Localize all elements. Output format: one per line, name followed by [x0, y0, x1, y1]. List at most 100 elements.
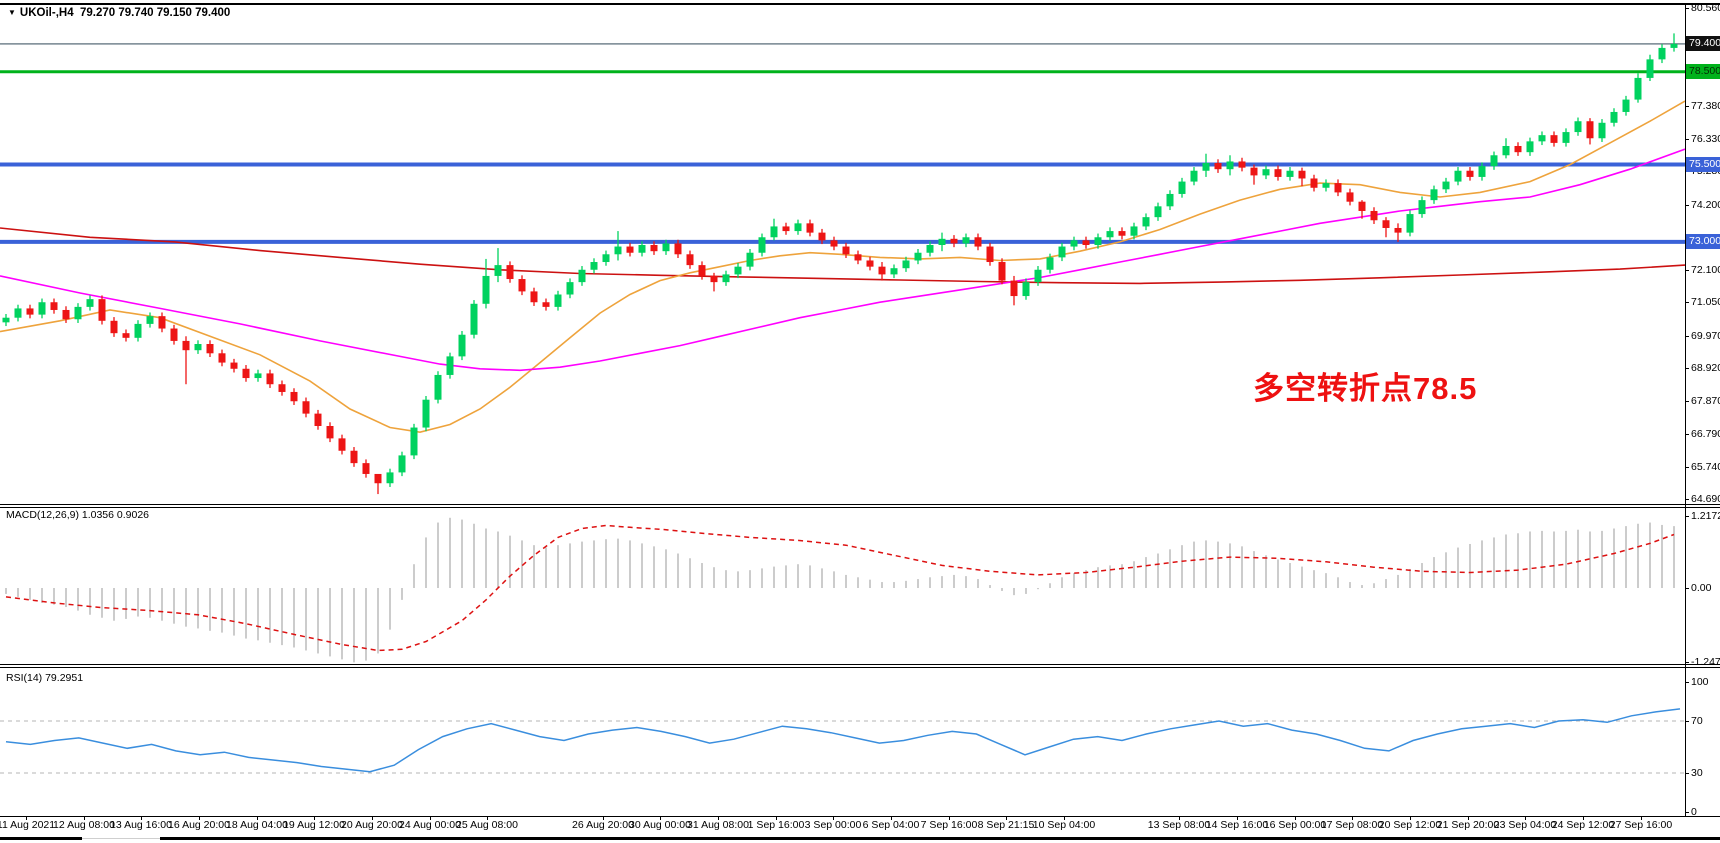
h-scrollbar-thumb[interactable]	[82, 838, 160, 839]
axis-tick	[1685, 467, 1689, 468]
main-macd-separator-a	[0, 504, 1720, 505]
rsi-indicator-label: RSI(14) 79.2951	[6, 672, 84, 684]
rsi-axis-label: 0	[1691, 806, 1697, 818]
axis-tick	[1685, 812, 1689, 813]
time-axis-tick	[1064, 817, 1065, 820]
time-axis-tick	[487, 817, 488, 820]
price-axis-label: 74.200	[1691, 199, 1720, 211]
window-top-border	[0, 3, 1720, 5]
time-axis-tick	[1352, 817, 1353, 820]
time-axis-label: 25 Aug 08:00	[456, 819, 518, 831]
axis-tick	[1685, 434, 1689, 435]
chart-title: ▼ UKOil-,H4 79.270 79.740 79.150 79.400	[8, 7, 230, 19]
time-axis-label: 23 Sep 04:00	[1493, 819, 1557, 831]
macd-signal-line	[5, 524, 1675, 652]
time-axis-tick	[257, 817, 258, 820]
price-box-green-level: 78.500	[1686, 64, 1720, 79]
time-axis-tick	[660, 817, 661, 820]
time-axis-tick	[603, 817, 604, 820]
price-box-blue-level-lower: 73.000	[1686, 234, 1720, 249]
time-axis-tick	[776, 817, 777, 820]
rsi-axis-label: 100	[1691, 676, 1709, 688]
time-axis-label: 14 Sep 16:00	[1205, 819, 1269, 831]
time-axis-label: 10 Sep 04:00	[1032, 819, 1096, 831]
time-axis-label: 7 Sep 16:00	[920, 819, 978, 831]
rsi-line	[5, 708, 1681, 773]
rsi-axis-label: 70	[1691, 715, 1703, 727]
price-axis-label: 69.970	[1691, 330, 1720, 342]
axis-tick	[1685, 8, 1689, 9]
time-axis-tick	[1179, 817, 1180, 820]
time-axis-tick	[1410, 817, 1411, 820]
time-axis-tick	[26, 817, 27, 820]
price-axis-border	[1685, 3, 1686, 817]
h-scrollbar-track-right[interactable]	[160, 837, 1720, 840]
axis-tick	[1685, 773, 1689, 774]
time-axis-tick	[430, 817, 431, 820]
time-axis-label: 8 Sep 21:15	[977, 819, 1035, 831]
main-macd-separator-b[interactable]	[0, 507, 1720, 508]
price-axis-label: 67.870	[1691, 395, 1720, 407]
time-axis-label: 12 Aug 08:00	[53, 819, 115, 831]
time-axis-label: 24 Sep 12:00	[1551, 819, 1615, 831]
time-axis-label: 27 Sep 16:00	[1609, 819, 1673, 831]
axis-tick	[1685, 139, 1689, 140]
axis-tick	[1685, 368, 1689, 369]
price-axis-label: 77.380	[1691, 100, 1720, 112]
price-axis-label: 66.790	[1691, 428, 1720, 440]
axis-tick	[1685, 588, 1689, 589]
time-axis-label: 1 Sep 16:00	[747, 819, 805, 831]
macd-indicator-label: MACD(12,26,9) 1.0356 0.9026	[6, 509, 150, 521]
time-axis-tick	[1641, 817, 1642, 820]
macd-axis-label: 0.00	[1691, 582, 1712, 594]
symbol-dropdown-icon[interactable]: ▼	[8, 8, 16, 17]
time-axis-tick	[141, 817, 142, 820]
price-axis-label: 65.740	[1691, 461, 1720, 473]
axis-tick	[1685, 270, 1689, 271]
price-box-current-price: 79.400	[1686, 36, 1720, 51]
time-axis-tick	[833, 817, 834, 820]
time-axis-label: 26 Aug 20:00	[572, 819, 634, 831]
time-axis-label: 19 Aug 12:00	[283, 819, 345, 831]
time-axis-label: 20 Aug 20:00	[341, 819, 403, 831]
price-axis-label: 68.920	[1691, 362, 1720, 374]
macd-rsi-separator-b[interactable]	[0, 667, 1720, 668]
time-axis-tick	[199, 817, 200, 820]
time-axis-label: 3 Sep 00:00	[804, 819, 862, 831]
time-axis-tick	[1525, 817, 1526, 820]
axis-tick	[1685, 336, 1689, 337]
macd-rsi-separator-a	[0, 664, 1720, 665]
time-axis-tick	[372, 817, 373, 820]
macd-axis-label: -1.2479	[1691, 656, 1720, 668]
axis-tick	[1685, 516, 1689, 517]
axis-tick	[1685, 499, 1689, 500]
time-axis-label: 21 Sep 20:00	[1436, 819, 1500, 831]
price-axis-label: 64.690	[1691, 493, 1720, 505]
time-axis-label: 11 Aug 2021	[0, 819, 56, 831]
axis-tick	[1685, 106, 1689, 107]
time-axis-tick	[718, 817, 719, 820]
time-axis-tick	[1006, 817, 1007, 820]
price-axis-label: 72.100	[1691, 264, 1720, 276]
time-axis-tick	[314, 817, 315, 820]
ma-magenta-mid	[0, 148, 1685, 372]
axis-tick	[1685, 682, 1689, 683]
time-axis-tick	[84, 817, 85, 820]
axis-tick	[1685, 302, 1689, 303]
chart-canvas[interactable]	[0, 0, 1686, 835]
time-axis-label: 16 Aug 20:00	[168, 819, 230, 831]
price-box-blue-level-upper: 75.500	[1686, 157, 1720, 172]
chart-text-annotation[interactable]: 多空转折点78.5	[1253, 371, 1478, 406]
time-axis-label: 24 Aug 00:00	[399, 819, 461, 831]
price-axis-label: 71.050	[1691, 296, 1720, 308]
h-scrollbar-track-left[interactable]	[0, 837, 82, 840]
time-axis-tick	[1583, 817, 1584, 820]
rsi-axis-label: 30	[1691, 767, 1703, 779]
axis-tick	[1685, 662, 1689, 663]
chart-symbol-timeframe: UKOil-,H4	[19, 7, 74, 19]
time-axis-tick	[1295, 817, 1296, 820]
time-axis-label: 16 Sep 00:00	[1263, 819, 1327, 831]
time-axis-label: 20 Sep 12:00	[1378, 819, 1442, 831]
